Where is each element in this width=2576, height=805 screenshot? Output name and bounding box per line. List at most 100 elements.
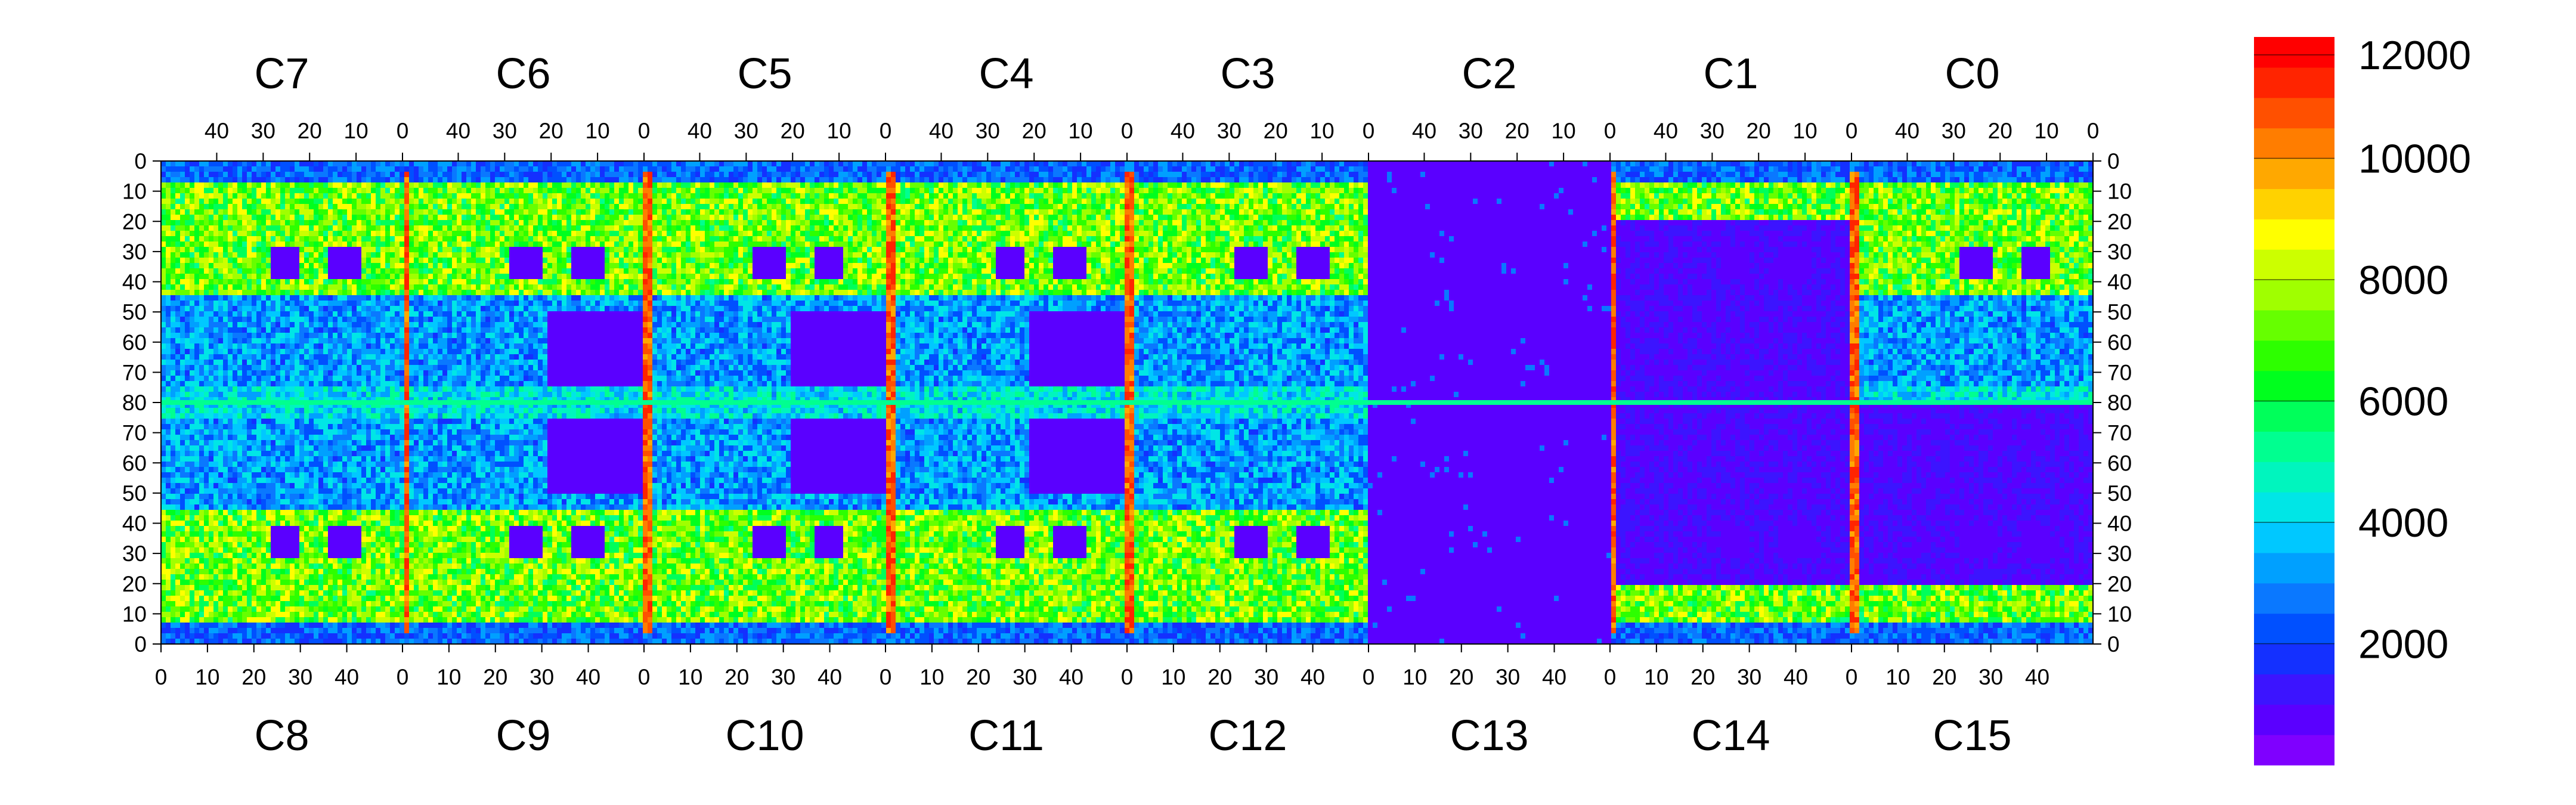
tick-label: 60 (2107, 451, 2132, 475)
colorbar-segment (2254, 37, 2334, 67)
tick-label: 20 (242, 665, 266, 689)
colorbar-segment (2254, 310, 2334, 340)
colorbar-segment (2254, 67, 2334, 98)
tick-label: 10 (586, 119, 610, 143)
chip-label-bottom: C8 (254, 712, 309, 760)
tick-label: 10 (195, 665, 219, 689)
tick-label: 0 (397, 119, 409, 143)
tick-label: 40 (1301, 665, 1325, 689)
colorbar-tick-label: 2000 (2358, 622, 2448, 667)
tick-label: 0 (1363, 119, 1375, 143)
tick-label: 0 (134, 632, 147, 657)
chip-label-bottom: C9 (496, 712, 550, 760)
tick-label: 0 (2107, 632, 2120, 657)
tick-label: 50 (2107, 300, 2132, 324)
tick-label: 0 (880, 665, 892, 689)
colorbar-segment (2254, 644, 2334, 674)
tick-label: 50 (122, 481, 147, 506)
tick-label: 10 (122, 179, 147, 204)
tick-label: 10 (436, 665, 461, 689)
tick-label: 0 (1604, 119, 1617, 143)
colorbar-segment (2254, 704, 2334, 735)
tick-label: 40 (818, 665, 842, 689)
tick-label: 0 (1846, 119, 1858, 143)
chip-label-top: C5 (737, 50, 792, 98)
tick-label: 70 (2107, 421, 2132, 445)
tick-label: 40 (2107, 512, 2132, 536)
tick-label: 10 (1310, 119, 1335, 143)
tick-label: 40 (122, 512, 147, 536)
tick-label: 40 (929, 119, 953, 143)
tick-label: 30 (1700, 119, 1724, 143)
tick-label: 40 (688, 119, 712, 143)
tick-label: 0 (638, 119, 651, 143)
colorbar-segment (2254, 159, 2334, 189)
colorbar-segment (2254, 431, 2334, 462)
colorbar-segment (2254, 340, 2334, 371)
tick-label: 10 (122, 602, 147, 626)
center-row-band (161, 400, 2093, 405)
tick-label: 30 (288, 665, 312, 689)
tick-label: 50 (2107, 481, 2132, 506)
tick-label: 0 (2087, 119, 2100, 143)
tick-label: 40 (446, 119, 470, 143)
colorbar-segment (2254, 98, 2334, 128)
tick-label: 80 (2107, 391, 2132, 415)
chip-label-top: C2 (1462, 50, 1516, 98)
tick-label: 30 (2107, 541, 2132, 566)
tick-label: 30 (530, 665, 554, 689)
colorbar-segment (2254, 462, 2334, 492)
tick-label: 10 (2107, 179, 2132, 204)
tick-label: 30 (1737, 665, 1761, 689)
tick-label: 0 (397, 665, 409, 689)
tick-label: 0 (1121, 665, 1134, 689)
tick-label: 20 (966, 665, 990, 689)
tick-label: 40 (1895, 119, 1919, 143)
tick-label: 20 (1022, 119, 1046, 143)
colorbar-segment (2254, 522, 2334, 553)
tick-label: 20 (1208, 665, 1232, 689)
tick-label: 40 (1654, 119, 1678, 143)
tick-label: 70 (2107, 360, 2132, 385)
tick-label: 30 (2107, 240, 2132, 264)
tick-label: 40 (1784, 665, 1808, 689)
tick-label: 30 (1217, 119, 1241, 143)
tick-label: 50 (122, 300, 147, 324)
tick-label: 70 (122, 360, 147, 385)
tick-label: 40 (335, 665, 359, 689)
tick-label: 0 (1846, 665, 1858, 689)
tick-label: 10 (1885, 665, 1910, 689)
tick-label: 30 (1013, 665, 1037, 689)
tick-label: 20 (1988, 119, 2012, 143)
tick-label: 30 (1942, 119, 1966, 143)
colorbar-segment (2254, 188, 2334, 219)
tick-label: 0 (134, 149, 147, 174)
tick-label: 20 (2107, 572, 2132, 596)
tick-label: 20 (1264, 119, 1288, 143)
tick-label: 10 (678, 665, 702, 689)
colorbar-segment (2254, 553, 2334, 583)
colorbar-segment (2254, 219, 2334, 249)
tick-label: 20 (122, 209, 147, 234)
colorbar-segment (2254, 249, 2334, 280)
tick-label: 10 (1552, 119, 1576, 143)
tick-label: 10 (1069, 119, 1093, 143)
tick-label: 20 (539, 119, 564, 143)
tick-label: 80 (122, 391, 147, 415)
tick-label: 0 (1604, 665, 1617, 689)
tick-label: 20 (1747, 119, 1771, 143)
chip-label-top: C4 (979, 50, 1033, 98)
tick-label: 30 (1254, 665, 1278, 689)
tick-label: 30 (251, 119, 275, 143)
chip-label-top: C6 (496, 50, 550, 98)
tick-label: 30 (493, 119, 517, 143)
tick-label: 30 (122, 541, 147, 566)
chip-label-bottom: C10 (725, 712, 804, 760)
tick-label: 20 (1690, 665, 1715, 689)
colorbar-segment (2254, 492, 2334, 522)
tick-label: 10 (2035, 119, 2059, 143)
colorbar-segment (2254, 583, 2334, 614)
top-chip-labels: C7 C6 C5 C4 C3 C2 C1 C0 (254, 50, 1999, 98)
